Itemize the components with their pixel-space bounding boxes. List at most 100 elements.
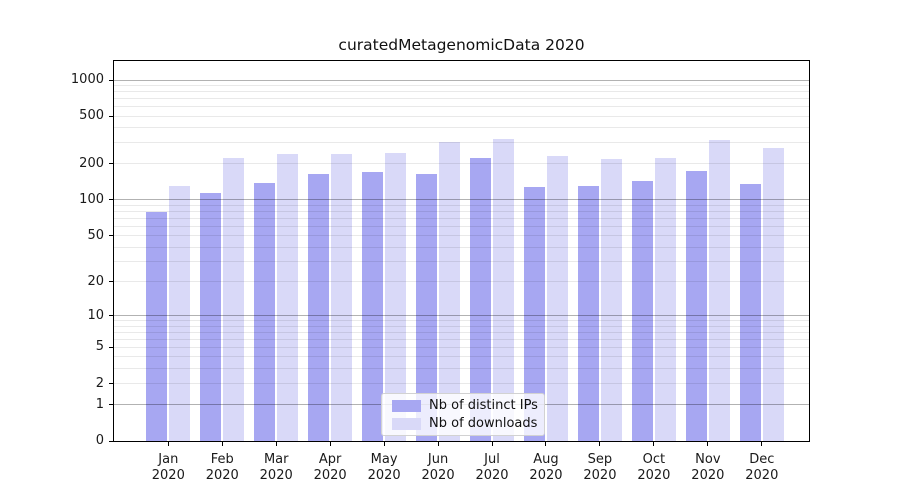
- minor-gridline: [114, 235, 809, 237]
- y-axis-tick: [109, 235, 113, 237]
- bar-downloads-jan: [169, 185, 191, 441]
- minor-gridline: [114, 331, 809, 333]
- y-axis-tick: [109, 404, 113, 406]
- bar-downloads-feb: [223, 157, 245, 441]
- x-axis-tick-label: Sep 2020: [583, 452, 617, 483]
- x-axis-tick: [653, 442, 655, 446]
- x-axis-tick-label: Jul 2020: [475, 452, 509, 483]
- major-gridline: [114, 79, 809, 81]
- x-axis-tick: [167, 442, 169, 446]
- minor-gridline: [114, 98, 809, 100]
- x-axis-tick-label: May 2020: [367, 452, 401, 483]
- y-axis-tick: [109, 315, 113, 317]
- minor-gridline: [114, 106, 809, 108]
- y-axis-tick-label: 100: [79, 191, 104, 207]
- x-axis-tick: [383, 442, 385, 446]
- bar-downloads-aug: [546, 156, 568, 441]
- legend-label-downloads: Nb of downloads: [429, 416, 538, 431]
- y-axis-tick: [109, 115, 113, 117]
- y-axis-tick: [109, 199, 113, 201]
- y-axis-tick: [109, 346, 113, 348]
- y-axis-tick-label: 0: [95, 433, 104, 448]
- minor-gridline: [114, 115, 809, 117]
- x-axis-tick: [329, 442, 331, 446]
- x-axis-tick: [437, 442, 439, 446]
- bar-distinct-ips-jun: [416, 174, 438, 441]
- x-axis-tick: [275, 442, 277, 446]
- minor-gridline: [114, 225, 809, 227]
- y-axis-tick-label: 50: [87, 227, 104, 243]
- chart-title: curatedMetagenomicData 2020: [338, 36, 585, 54]
- legend-swatch-downloads: [392, 417, 421, 430]
- y-axis-tick: [109, 79, 113, 81]
- bar-downloads-nov: [708, 140, 730, 441]
- y-axis-tick-label: 1: [95, 396, 104, 412]
- bar-distinct-ips-apr: [308, 174, 330, 441]
- bar-distinct-ips-sep: [577, 185, 599, 441]
- x-axis-tick: [491, 442, 493, 446]
- y-axis-tick-label: 10: [87, 307, 104, 323]
- x-axis-tick-label: Jun 2020: [421, 452, 455, 483]
- x-axis-tick-label: Nov 2020: [691, 452, 725, 483]
- x-axis-tick: [707, 442, 709, 446]
- x-axis-tick-label: Aug 2020: [529, 452, 563, 483]
- y-axis-tick-label: 2: [95, 375, 104, 391]
- bar-downloads-oct: [654, 158, 676, 441]
- minor-gridline: [114, 325, 809, 327]
- bar-distinct-ips-nov: [685, 170, 707, 441]
- y-axis-tick-label: 5: [95, 339, 104, 355]
- x-axis-tick-label: Oct 2020: [637, 452, 671, 483]
- bar-distinct-ips-dec: [739, 183, 761, 441]
- y-axis-tick-label: 20: [87, 273, 104, 289]
- bar-distinct-ips-oct: [631, 181, 653, 441]
- legend-item-distinct-ips: Nb of distinct IPs: [388, 398, 538, 413]
- x-axis-tick-label: Feb 2020: [205, 452, 239, 483]
- major-gridline: [114, 315, 809, 317]
- bar-distinct-ips-may: [362, 172, 384, 441]
- minor-gridline: [114, 368, 809, 370]
- minor-gridline: [114, 91, 809, 93]
- minor-gridline: [114, 85, 809, 87]
- minor-gridline: [114, 210, 809, 212]
- x-axis-tick: [761, 442, 763, 446]
- legend: Nb of distinct IPs Nb of downloads: [381, 393, 545, 436]
- y-axis-tick: [109, 383, 113, 385]
- minor-gridline: [114, 383, 809, 385]
- bar-downloads-may: [385, 152, 407, 441]
- y-axis-tick-label: 500: [79, 108, 104, 124]
- bar-distinct-ips-jan: [146, 212, 168, 441]
- minor-gridline: [114, 346, 809, 348]
- minor-gridline: [114, 204, 809, 206]
- minor-gridline: [114, 217, 809, 219]
- minor-gridline: [114, 320, 809, 322]
- x-axis-tick: [599, 442, 601, 446]
- y-axis-tick: [109, 281, 113, 283]
- bar-downloads-jun: [439, 142, 461, 441]
- x-axis-tick: [221, 442, 223, 446]
- minor-gridline: [114, 246, 809, 248]
- bar-distinct-ips-jul: [470, 157, 492, 441]
- bar-distinct-ips-feb: [200, 192, 222, 441]
- minor-gridline: [114, 356, 809, 358]
- minor-gridline: [114, 127, 809, 129]
- major-gridline: [114, 199, 809, 201]
- minor-gridline: [114, 281, 809, 283]
- minor-gridline: [114, 261, 809, 263]
- legend-item-downloads: Nb of downloads: [388, 416, 538, 431]
- bar-downloads-sep: [600, 159, 622, 441]
- minor-gridline: [114, 338, 809, 340]
- bar-downloads-dec: [762, 148, 784, 441]
- y-axis-tick: [109, 163, 113, 165]
- y-axis-tick: [109, 440, 113, 442]
- x-axis-tick-label: Apr 2020: [313, 452, 347, 483]
- bar-distinct-ips-aug: [523, 186, 545, 441]
- bar-downloads-jul: [493, 139, 515, 441]
- x-axis-tick: [545, 442, 547, 446]
- bar-downloads-mar: [277, 154, 299, 441]
- y-axis-tick-label: 1000: [70, 72, 104, 88]
- legend-label-distinct-ips: Nb of distinct IPs: [429, 398, 538, 413]
- x-axis-tick-label: Jan 2020: [151, 452, 185, 483]
- legend-swatch-distinct-ips: [392, 399, 421, 412]
- y-axis-tick-label: 200: [79, 155, 104, 171]
